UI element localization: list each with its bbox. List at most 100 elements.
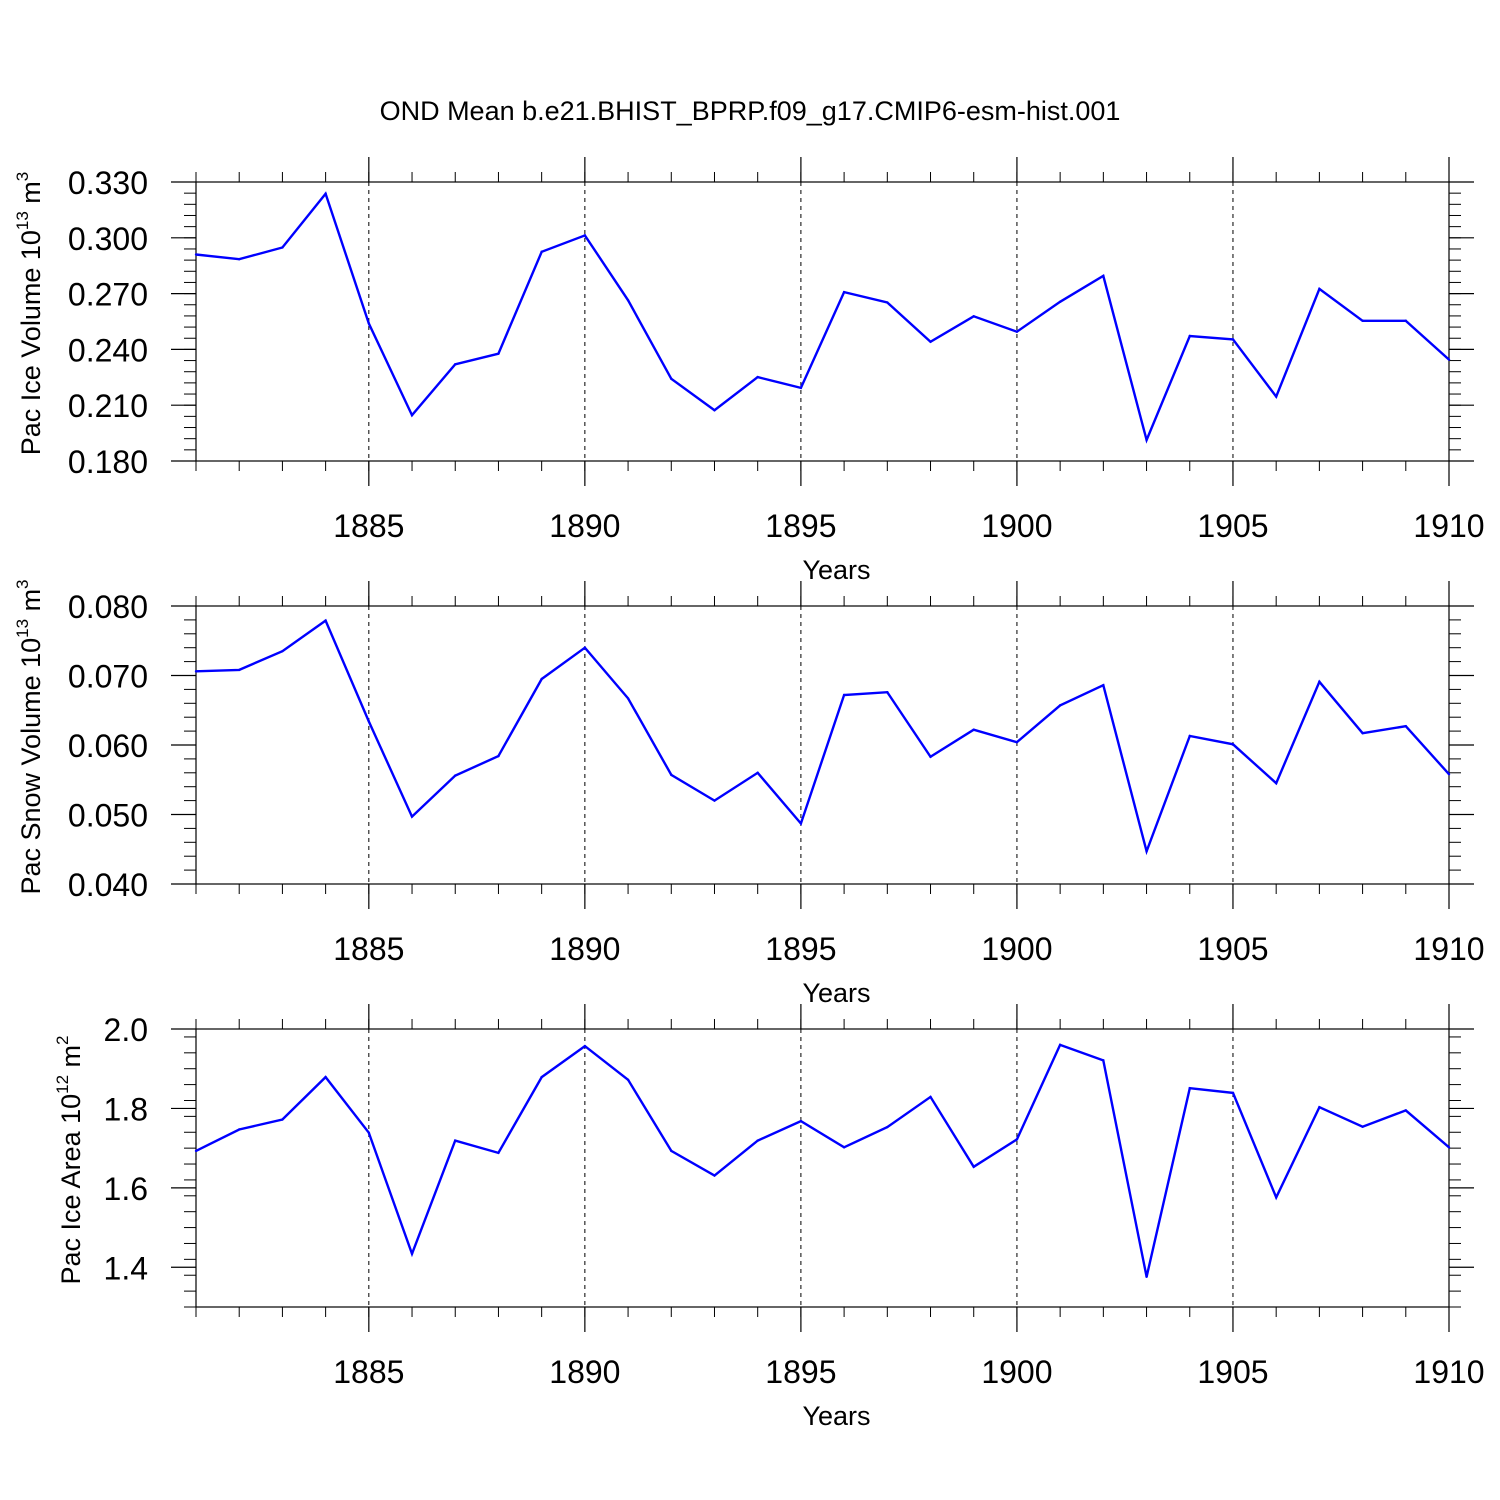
x-tick-label: 1890: [549, 508, 620, 544]
data-point: [367, 720, 371, 723]
data-point: [756, 375, 759, 379]
data-point: [324, 619, 327, 622]
plot-frame: [195, 181, 1450, 462]
data-point: [1361, 1125, 1364, 1128]
data-point: [756, 1139, 759, 1142]
data-point: [1188, 734, 1191, 738]
x-tick-label: 1900: [981, 508, 1052, 544]
x-axis-title: Years: [802, 1401, 870, 1431]
data-point: [410, 1252, 414, 1255]
data-point: [1058, 704, 1062, 707]
y-tick-label: 0.330: [68, 165, 148, 201]
x-axis-title: Years: [802, 555, 870, 585]
data-point: [929, 1095, 932, 1099]
data-point: [238, 257, 241, 261]
x-tick-label: 1885: [333, 931, 404, 967]
data-point: [497, 352, 500, 355]
data-point: [1447, 772, 1451, 776]
y-axis-title-unit: m: [16, 181, 46, 211]
plot-frame: [195, 1028, 1450, 1308]
data-point: [670, 1149, 673, 1153]
y-tick-label: 0.240: [68, 332, 148, 368]
data-point: [281, 649, 284, 653]
chart-title: OND Mean b.e21.BHIST_BPRP.f09_g17.CMIP6-…: [380, 96, 1121, 126]
data-point: [367, 322, 371, 325]
data-point: [713, 799, 716, 802]
y-axis-title-exponent: 13: [13, 211, 32, 230]
data-point: [626, 697, 630, 700]
data-point: [1318, 680, 1321, 683]
data-point: [626, 299, 630, 302]
data-point: [238, 668, 241, 672]
x-tick-label: 1910: [1413, 1354, 1484, 1390]
y-axis-title-unit-exponent: 3: [13, 172, 32, 181]
data-point: [799, 822, 803, 825]
y-tick-label: 0.050: [68, 798, 148, 834]
data-point: [842, 290, 846, 294]
data-point: [842, 1146, 846, 1149]
y-axis-title-text: Pac Ice Volume 10: [16, 230, 46, 455]
y-axis-title: Pac Ice Volume 1013 m3: [13, 172, 46, 456]
y-tick-label: 0.040: [68, 867, 148, 903]
data-point: [1015, 330, 1019, 333]
x-tick-label: 1890: [549, 1354, 620, 1390]
data-point: [929, 755, 932, 759]
y-tick-label: 0.300: [68, 221, 148, 257]
data-point: [324, 192, 327, 195]
data-point: [454, 363, 457, 366]
x-tick-label: 1900: [981, 1354, 1052, 1390]
data-point: [670, 773, 673, 777]
x-tick-label: 1905: [1197, 931, 1268, 967]
data-point: [1231, 743, 1235, 746]
y-axis-title-unit-exponent: 3: [13, 579, 32, 588]
data-point: [281, 246, 284, 249]
data-point: [281, 1118, 284, 1121]
data-point: [540, 250, 543, 253]
y-tick-label: 0.060: [68, 728, 148, 764]
y-tick-label: 1.6: [104, 1171, 148, 1207]
data-point: [194, 670, 198, 673]
data-point: [713, 409, 716, 412]
data-point: [1274, 1196, 1278, 1199]
data-point: [972, 1165, 975, 1169]
x-tick-label: 1900: [981, 931, 1052, 967]
y-tick-label: 0.270: [68, 277, 148, 313]
data-point: [454, 774, 457, 777]
y-axis-title-unit: m: [56, 1045, 86, 1075]
x-tick-label: 1895: [765, 931, 836, 967]
x-tick-label: 1910: [1413, 508, 1484, 544]
y-tick-label: 1.4: [104, 1250, 148, 1286]
data-point: [1361, 731, 1364, 735]
data-point: [1145, 1275, 1148, 1279]
data-point: [238, 1128, 241, 1131]
data-point: [1102, 1059, 1105, 1062]
data-point: [454, 1139, 457, 1142]
data-point: [540, 1075, 543, 1079]
data-point: [1231, 1091, 1235, 1095]
series-line: [195, 191, 1450, 444]
y-axis-title-exponent: 12: [53, 1075, 72, 1094]
data-point: [1404, 725, 1407, 728]
data-point: [194, 1149, 198, 1153]
data-point: [972, 728, 975, 731]
data-point: [886, 1125, 889, 1129]
y-axis-title-text: Pac Ice Area 10: [56, 1094, 86, 1285]
data-point: [583, 1044, 587, 1048]
data-point: [367, 1131, 371, 1134]
data-point: [324, 1075, 327, 1079]
x-tick-label: 1885: [333, 1354, 404, 1390]
data-point: [1188, 1086, 1191, 1090]
data-point: [1102, 684, 1105, 687]
data-point: [1231, 338, 1235, 341]
data-point: [194, 253, 198, 256]
data-point: [972, 315, 975, 318]
y-tick-label: 0.080: [68, 589, 148, 625]
x-tick-label: 1895: [765, 1354, 836, 1390]
data-point: [1318, 1106, 1321, 1109]
data-point: [1274, 782, 1278, 785]
x-tick-label: 1910: [1413, 931, 1484, 967]
data-point: [1015, 1138, 1019, 1141]
data-point: [1188, 334, 1191, 338]
data-point: [626, 1078, 630, 1082]
